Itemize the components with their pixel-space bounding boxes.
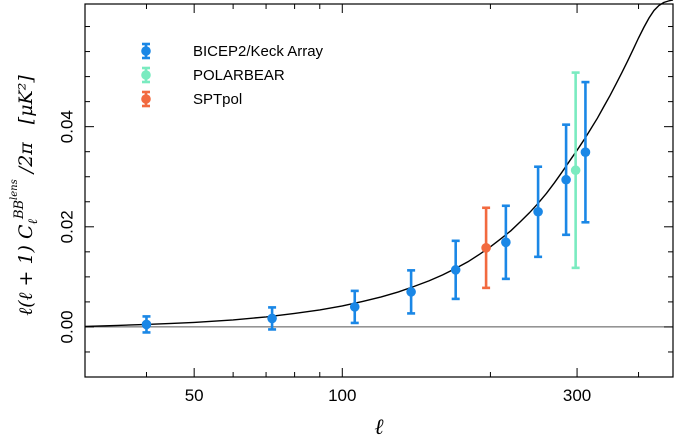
data-point bbox=[349, 302, 360, 312]
y-axis-title-unit: [μK²] bbox=[15, 75, 37, 125]
legend-label: BICEP2/Keck Array bbox=[193, 43, 324, 60]
data-point bbox=[267, 313, 277, 324]
series-sptpol bbox=[481, 206, 491, 290]
series-bicep2-keck-array bbox=[141, 80, 591, 334]
legend-item: POLARBEAR bbox=[141, 66, 285, 84]
legend-label: SPTpol bbox=[193, 91, 242, 108]
legend: BICEP2/Keck Array POLARBEAR SPTpol bbox=[141, 42, 324, 108]
y-tick-label: 0.00 bbox=[58, 310, 77, 343]
data-point bbox=[561, 174, 571, 185]
x-tick-label: 300 bbox=[563, 386, 591, 405]
y-axis-title-sup: BB bbox=[12, 200, 27, 220]
data-point bbox=[501, 237, 511, 248]
y-axis-title-sup2: lens bbox=[9, 179, 20, 200]
x-tick-label: 50 bbox=[185, 386, 204, 405]
y-axis-title-main: ℓ(ℓ + 1) C bbox=[15, 224, 37, 316]
y-axis-title-sub: ℓ bbox=[26, 218, 41, 224]
model-curve-layer bbox=[84, 0, 674, 328]
data-point bbox=[580, 147, 591, 157]
legend-item: BICEP2/Keck Array bbox=[141, 42, 324, 60]
data-point bbox=[481, 243, 491, 253]
data-point bbox=[141, 319, 152, 330]
legend-marker bbox=[141, 46, 151, 56]
legend-item: SPTpol bbox=[141, 90, 242, 108]
x-tick-label: 100 bbox=[328, 386, 356, 405]
x-axis-title: ℓ bbox=[374, 415, 384, 440]
data-point bbox=[533, 206, 543, 217]
data-point bbox=[406, 287, 416, 297]
data-point bbox=[570, 165, 581, 176]
data-point bbox=[450, 265, 461, 275]
legend-marker bbox=[141, 94, 151, 104]
data-points-layer bbox=[141, 71, 591, 334]
y-axis-title: ℓ(ℓ + 1) CℓBBlens /2π [μK²] bbox=[9, 75, 41, 316]
ticks-layer: 50 100 300 0.00 0.02 0.04 bbox=[58, 4, 673, 405]
y-tick-label: 0.02 bbox=[58, 210, 77, 243]
model-curve bbox=[84, 0, 674, 328]
y-axis-title-tail: /2π bbox=[15, 142, 37, 180]
plot-frame bbox=[84, 3, 674, 378]
legend-label: POLARBEAR bbox=[193, 67, 285, 84]
y-tick-label: 0.04 bbox=[58, 110, 77, 143]
series-polarbear bbox=[570, 71, 581, 270]
legend-marker bbox=[141, 70, 151, 80]
